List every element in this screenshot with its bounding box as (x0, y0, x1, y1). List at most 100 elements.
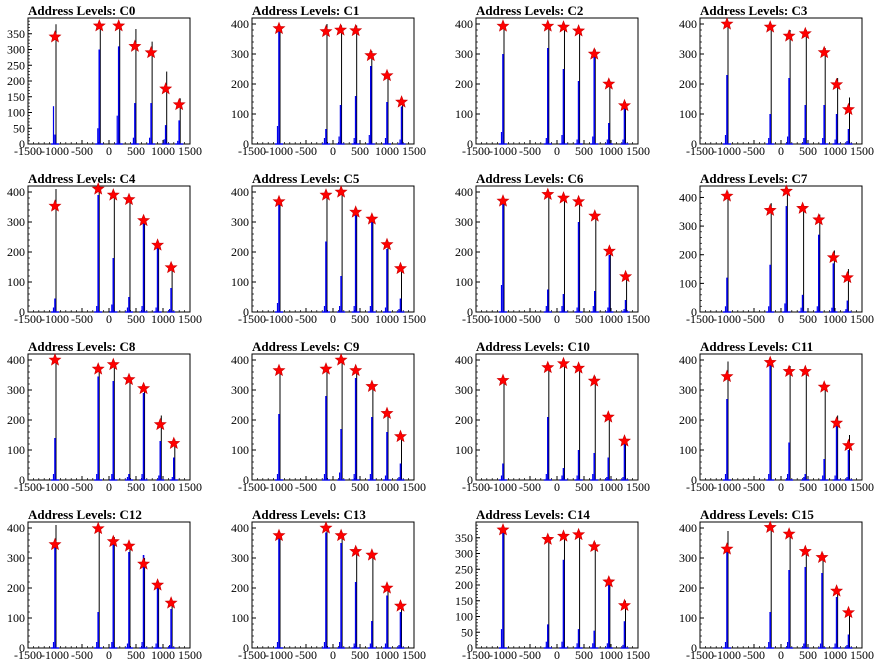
chart-panel: Address Levels: C2 0 100 200 300 400 -1500 -100… (455, 3, 650, 158)
peak-marker-star (587, 539, 601, 553)
y-tick-label: 300 (679, 47, 697, 61)
y-tick-label: 100 (7, 443, 25, 457)
peak-marker-star (496, 194, 510, 207)
peak-marker-star (365, 212, 379, 225)
x-tick-label: 0 (106, 480, 112, 494)
x-tick-label: 1000 (151, 480, 175, 494)
y-tick-label: 0 (691, 473, 697, 487)
x-tick-label: 500 (127, 312, 145, 326)
y-tick-label: 200 (679, 581, 697, 595)
peak-marker-star (601, 410, 615, 423)
peak-marker-star (557, 356, 570, 370)
x-tick-label: 1500 (402, 312, 426, 326)
x-tick-label: 1500 (178, 144, 202, 158)
x-tick-label: -1500 (462, 144, 490, 158)
peak-marker-star (842, 102, 855, 116)
y-tick-label: 400 (455, 185, 473, 199)
y-tick-label: 200 (455, 578, 473, 592)
y-tick-label: 0 (243, 641, 249, 655)
y-tick-label: 300 (7, 551, 25, 565)
peak-marker-star (763, 203, 777, 216)
x-tick-label: 1500 (178, 312, 202, 326)
x-tick-label: 500 (351, 648, 369, 662)
y-tick-label: 300 (231, 551, 249, 565)
peak-marker-star (272, 194, 286, 208)
chart-title: Address Levels: C15 (700, 507, 814, 522)
peak-marker-star (159, 82, 173, 95)
plot-frame (251, 17, 415, 145)
y-tick-label: 300 (679, 551, 697, 565)
peak-marker-star (91, 182, 105, 195)
x-tick-label: -500 (295, 144, 317, 158)
y-tick-label: 400 (7, 353, 25, 367)
chart-title: Address Levels: C8 (28, 339, 136, 354)
peak-marker-star (618, 598, 631, 611)
x-tick-label: 0 (778, 480, 784, 494)
y-tick-label: 100 (231, 443, 249, 457)
y-tick-label: 300 (231, 47, 249, 61)
y-tick-label: 0 (691, 305, 697, 319)
peak-marker-star (782, 364, 796, 377)
peak-marker-star (817, 45, 831, 59)
peak-marker-star (763, 355, 777, 368)
y-tick-label: 200 (231, 581, 249, 595)
chart-panel: Address Levels: C6 0 100 200 300 400 -1500 -100… (455, 171, 650, 326)
y-tick-label: 0 (467, 641, 473, 655)
y-tick-label: 0 (243, 137, 249, 151)
peak-marker-star (151, 578, 165, 591)
y-tick-label: 350 (7, 27, 25, 41)
x-tick-label: 1000 (375, 648, 399, 662)
y-tick-label: 100 (455, 107, 473, 121)
x-tick-label: -1000 (41, 312, 69, 326)
x-tick-label: 500 (799, 648, 817, 662)
y-tick-label: 300 (679, 383, 697, 397)
peak-marker-star (164, 260, 178, 274)
peak-marker-star (334, 528, 348, 542)
peak-marker-star (817, 380, 831, 393)
y-tick-label: 0 (243, 305, 249, 319)
peak-marker-star (137, 213, 151, 227)
chart-panel: Address Levels: C9 0 100 200 300 400 -1500 -100… (231, 339, 426, 494)
x-tick-label: -1500 (238, 312, 266, 326)
chart-title: Address Levels: C7 (700, 171, 808, 186)
y-tick-label: 400 (455, 17, 473, 31)
plot-frame (27, 353, 191, 481)
x-tick-label: -500 (743, 480, 765, 494)
plot-frame (251, 521, 415, 649)
y-tick-label: 0 (19, 137, 25, 151)
peak-marker-star (782, 527, 796, 540)
peak-marker-star (319, 24, 333, 38)
x-tick-label: -1000 (713, 480, 741, 494)
x-tick-label: -1500 (462, 648, 490, 662)
x-tick-label: 0 (330, 648, 336, 662)
peak-marker-star (319, 521, 333, 534)
y-tick-label: 300 (7, 43, 25, 57)
plot-frame (475, 521, 639, 649)
x-tick-label: -500 (295, 648, 317, 662)
chart-panel: Address Levels: C10 0 100 200 300 400 -1500 -10… (455, 339, 650, 494)
chart-panel: Address Levels: C8 0 100 200 300 400 -1500 -100… (7, 339, 202, 494)
y-tick-label: 0 (19, 641, 25, 655)
plot-frame (699, 185, 863, 313)
peak-marker-star (334, 185, 348, 198)
y-tick-label: 300 (455, 215, 473, 229)
x-tick-label: 1000 (823, 480, 847, 494)
y-tick-label: 400 (231, 185, 249, 199)
y-tick-label: 200 (7, 74, 25, 88)
y-tick-label: 300 (455, 47, 473, 61)
x-tick-label: 1500 (626, 144, 650, 158)
chart-title: Address Levels: C14 (476, 507, 590, 522)
chart-panel: Address Levels: C5 0 100 200 300 400 -1500 -100… (231, 171, 426, 326)
y-tick-label: 100 (455, 443, 473, 457)
peak-marker-star (815, 550, 829, 563)
peak-marker-star (798, 364, 812, 377)
chart-title: Address Levels: C13 (252, 507, 366, 522)
x-tick-label: 500 (127, 144, 145, 158)
y-tick-label: 100 (231, 611, 249, 625)
x-tick-label: -1000 (489, 480, 517, 494)
chart-title: Address Levels: C5 (252, 171, 360, 186)
y-tick-label: 250 (7, 58, 25, 72)
y-tick-label: 100 (231, 275, 249, 289)
peak-marker-star (151, 238, 165, 251)
x-tick-label: 1000 (599, 312, 623, 326)
